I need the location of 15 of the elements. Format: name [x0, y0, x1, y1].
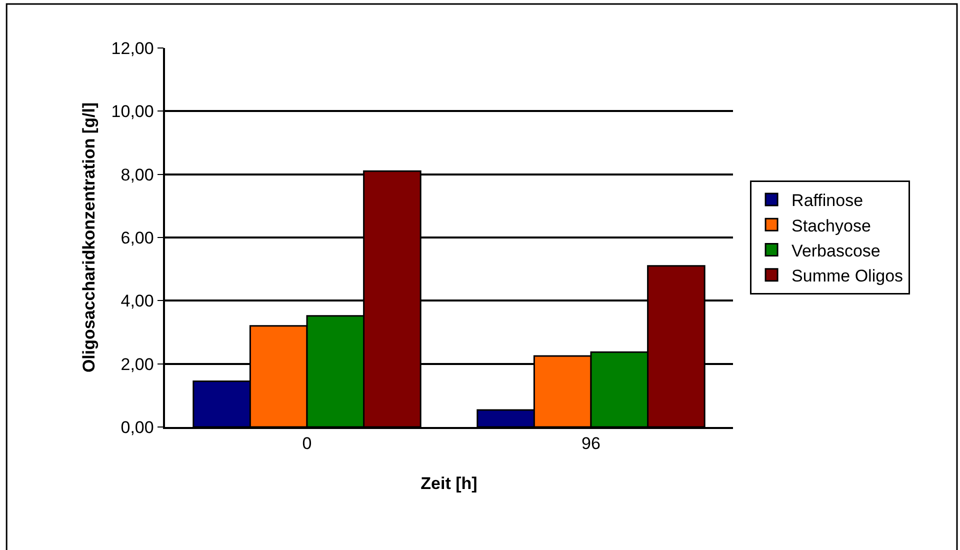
legend-label: Summe Oligos: [792, 266, 904, 286]
legend-label: Verbascose: [792, 241, 880, 260]
x-tick-label: 0: [302, 434, 312, 454]
y-axis-title: Oligosaccharidkonzentration [g/l]: [79, 102, 98, 373]
y-tick-label: 2,00: [120, 354, 154, 374]
y-tick-label: 6,00: [120, 228, 154, 248]
x-axis-title: Zeit [h]: [420, 474, 478, 494]
y-tick-label: 10,00: [111, 102, 154, 122]
x-tick-label: 96: [582, 434, 600, 454]
y-tick-label: 8,00: [120, 165, 154, 184]
legend-label: Stachyose: [792, 216, 871, 236]
y-tick-label: 4,00: [120, 292, 154, 311]
y-tick-label: 0,00: [120, 418, 154, 437]
y-tick-label: 12,00: [111, 38, 154, 58]
legend-label: Raffinose: [792, 191, 864, 210]
